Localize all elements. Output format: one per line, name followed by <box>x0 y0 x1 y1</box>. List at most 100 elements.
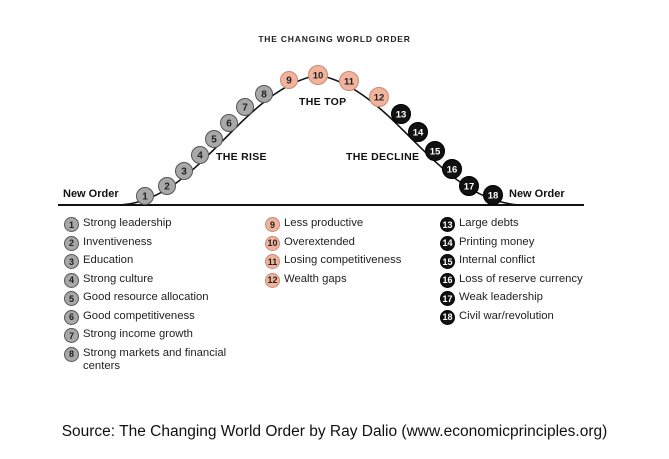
curve-marker-5 <box>205 130 223 148</box>
legend-column-decline: 13 Large debts 14 Printing money 15 Internal … <box>440 217 583 328</box>
curve-marker-number-13: 13 <box>396 110 407 121</box>
curve-marker-number-17: 17 <box>464 182 475 193</box>
legend-item-12: 12 Wealth gaps <box>265 272 401 288</box>
legend-label-8: Strong markets and financial centers <box>83 346 227 372</box>
legend-item-13: 13 Large debts <box>440 217 583 232</box>
curve-marker-number-8: 8 <box>261 90 267 101</box>
curve-marker-6 <box>220 114 238 132</box>
curve-marker-12 <box>369 87 389 107</box>
legend-label-10: Overextended <box>284 235 355 248</box>
new-order-label-left: New Order <box>63 188 119 200</box>
curve-marker-number-15: 15 <box>430 147 441 158</box>
legend-badge-1: 1 <box>64 217 79 232</box>
legend-item-2: 2 Inventiveness <box>64 235 233 251</box>
legend-badge-3: 3 <box>64 254 79 269</box>
curve-marker-9 <box>280 71 298 89</box>
legend-item-4: 4 Strong culture <box>64 272 233 288</box>
legend-label-9: Less productive <box>284 217 364 229</box>
legend-label-17: Weak leadership <box>459 291 543 303</box>
legend-label-13: Large debts <box>459 217 519 229</box>
legend-item-1: 1 Strong leadership <box>64 217 233 232</box>
curve-marker-18 <box>483 185 503 205</box>
legend-item-9: 9 Less productive <box>265 217 401 232</box>
legend-badge-14: 14 <box>440 235 455 251</box>
phase-label-decline: THE DECLINE <box>346 151 420 163</box>
legend-item-15: 15 Internal conflict <box>440 254 583 269</box>
curve-marker-4 <box>191 146 209 164</box>
legend-item-6: 6 Good competitiveness <box>64 309 233 325</box>
legend-item-14: 14 Printing money <box>440 235 583 251</box>
legend-badge-12: 12 <box>265 272 280 288</box>
curve-marker-17 <box>459 176 479 196</box>
legend-badge-6: 6 <box>64 309 79 325</box>
legend-label-4: Strong culture <box>83 272 154 285</box>
legend-item-18: 18 Civil war/revolution <box>440 309 583 325</box>
legend-item-3: 3 Education <box>64 254 233 269</box>
legend-badge-4: 4 <box>64 272 79 288</box>
curve-marker-number-1: 1 <box>142 192 148 203</box>
legend-badge-9: 9 <box>265 217 280 232</box>
diagram-title: THE CHANGING WORLD ORDER <box>258 34 411 44</box>
legend-label-1: Strong leadership <box>83 217 172 229</box>
legend-badge-13: 13 <box>440 217 455 232</box>
legend-column-rise: 1 Strong leadership 2 Inventiveness 3 Educati… <box>64 217 233 376</box>
legend-label-15: Internal conflict <box>459 254 535 266</box>
legend-badge-17: 17 <box>440 291 455 306</box>
curve-marker-16 <box>442 159 462 179</box>
legend-badge-7: 7 <box>64 328 79 343</box>
legend-badge-5: 5 <box>64 291 79 306</box>
legend-label-14: Printing money <box>459 235 535 248</box>
curve-marker-number-16: 16 <box>447 165 458 176</box>
legend-label-11: Losing competitiveness <box>284 254 402 266</box>
legend-label-18: Civil war/revolution <box>459 309 554 322</box>
source-caption: Source: The Changing World Order by Ray … <box>61 423 608 440</box>
curve-marker-7 <box>236 98 254 116</box>
curve-marker-10 <box>308 65 328 85</box>
legend-column-top: 9 Less productive 10 Overextended 11 Losing c… <box>265 217 401 291</box>
legend-label-2: Inventiveness <box>83 235 153 248</box>
legend-badge-18: 18 <box>440 309 455 325</box>
curve-marker-11 <box>339 71 359 91</box>
curve-marker-number-4: 4 <box>197 151 203 162</box>
legend-label-12: Wealth gaps <box>284 272 347 285</box>
legend-item-7: 7 Strong income growth <box>64 328 233 343</box>
curve-marker-3 <box>175 162 193 180</box>
curve-marker-15 <box>425 141 445 161</box>
curve-marker-number-7: 7 <box>242 103 248 114</box>
curve-marker-1 <box>136 187 154 205</box>
legend-badge-11: 11 <box>265 254 280 269</box>
curve-marker-number-11: 11 <box>344 77 355 88</box>
legend-label-16: Loss of reserve currency <box>459 272 583 285</box>
curve-marker-number-9: 9 <box>286 76 292 87</box>
legend-item-5: 5 Good resource allocation <box>64 291 233 306</box>
curve-marker-8 <box>255 85 273 103</box>
curve-marker-14 <box>408 122 428 142</box>
legend-item-17: 17 Weak leadership <box>440 291 583 306</box>
legend-badge-15: 15 <box>440 254 455 269</box>
curve-marker-13 <box>391 104 411 124</box>
curve-marker-number-5: 5 <box>211 135 217 146</box>
curve-marker-number-18: 18 <box>488 191 499 202</box>
legend-badge-10: 10 <box>265 235 280 251</box>
legend-badge-16: 16 <box>440 272 455 288</box>
curve-marker-number-2: 2 <box>164 182 170 193</box>
phase-label-rise: THE RISE <box>216 151 267 163</box>
curve-marker-number-10: 10 <box>313 71 324 82</box>
curve-marker-number-3: 3 <box>181 167 187 178</box>
legend-label-3: Education <box>83 254 134 266</box>
curve-marker-number-6: 6 <box>226 119 232 130</box>
legend-label-5: Good resource allocation <box>83 291 209 303</box>
curve-marker-number-12: 12 <box>374 93 385 104</box>
phase-label-top: THE TOP <box>299 96 347 108</box>
legend-item-8: 8 Strong markets and financial centers <box>64 346 233 373</box>
legend-item-10: 10 Overextended <box>265 235 401 251</box>
legend-label-7: Strong income growth <box>83 328 193 340</box>
new-order-label-right: New Order <box>509 188 565 200</box>
curve-marker-2 <box>158 177 176 195</box>
curve-marker-number-14: 14 <box>413 128 424 139</box>
legend-badge-2: 2 <box>64 235 79 251</box>
legend-item-11: 11 Losing competitiveness <box>265 254 401 269</box>
